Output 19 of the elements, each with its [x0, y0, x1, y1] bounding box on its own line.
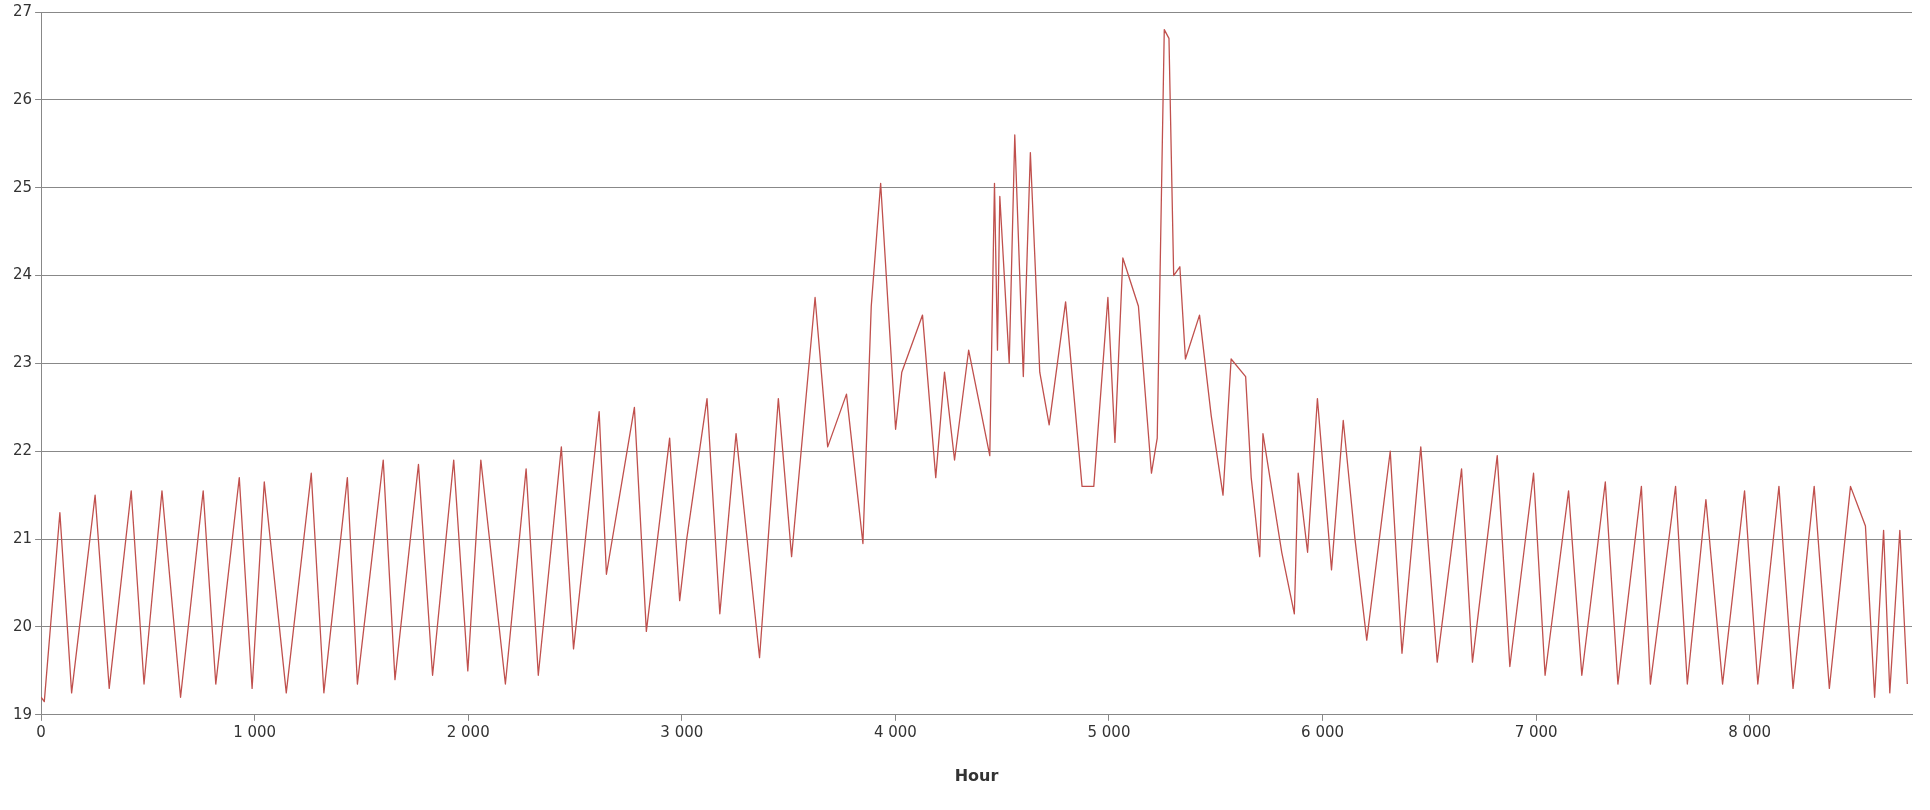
x-tick-label: 6 000 [1301, 722, 1345, 741]
y-tick-label: 25 [12, 177, 33, 196]
y-tick-label: 23 [12, 353, 33, 372]
y-tick-label: 22 [12, 441, 33, 460]
x-tick-label: 5 000 [1087, 722, 1131, 741]
y-tick-label: 20 [12, 616, 33, 635]
y-tick-label: 26 [12, 89, 33, 108]
x-axis-title: Hour [954, 765, 999, 785]
x-tick-label: 1 000 [233, 722, 277, 741]
x-tick-label: 3 000 [660, 722, 704, 741]
y-tick-label: 27 [12, 1, 33, 20]
x-tick-label: 8 000 [1728, 722, 1772, 741]
x-tick-label: 0 [36, 722, 46, 741]
y-tick-label: 24 [12, 265, 33, 284]
y-tick-label: 19 [12, 704, 33, 723]
x-tick-label: 2 000 [446, 722, 490, 741]
x-tick-label: 4 000 [873, 722, 917, 741]
x-tick-label: 7 000 [1514, 722, 1558, 741]
y-tick-label: 21 [12, 528, 33, 547]
